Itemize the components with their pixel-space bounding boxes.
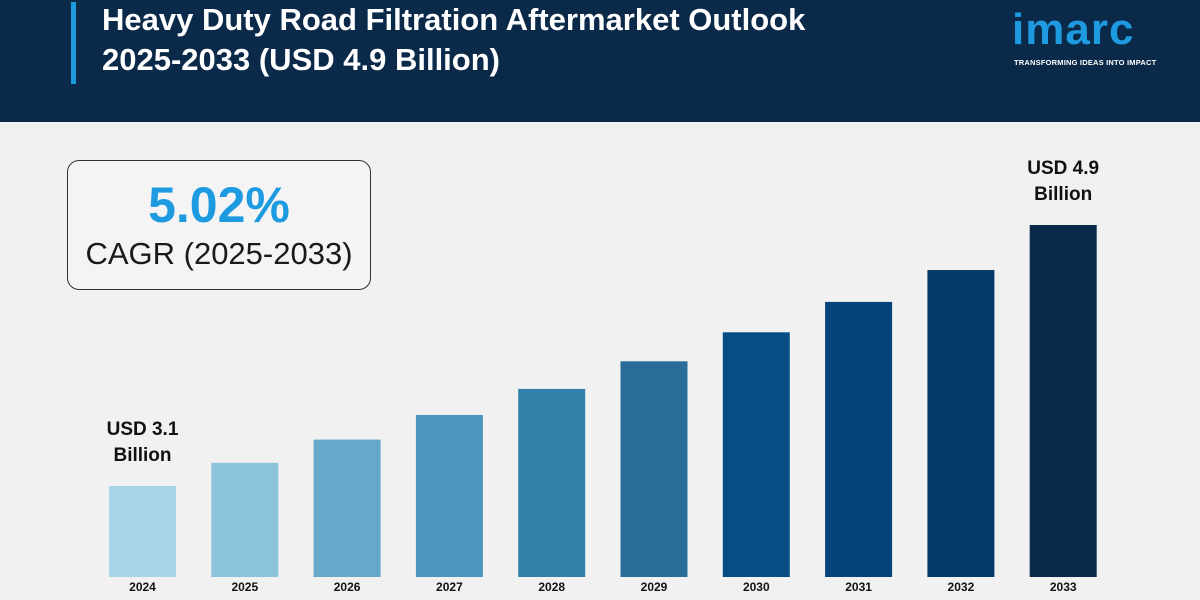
- accent-bar: [71, 2, 76, 84]
- x-tick-2027: 2027: [436, 580, 463, 594]
- bar-2029: [620, 361, 688, 577]
- logo-tagline: TRANSFORMING IDEAS INTO IMPACT: [1014, 58, 1157, 67]
- x-tick-2025: 2025: [231, 580, 258, 594]
- bar-2028: [518, 388, 586, 577]
- header-banner: Heavy Duty Road Filtration Aftermarket O…: [0, 0, 1200, 122]
- data-label-2024-line2: Billion: [113, 445, 171, 466]
- x-tick-2024: 2024: [129, 580, 156, 594]
- imarc-logo: imarc TRANSFORMING IDEAS INTO IMPACT: [1012, 6, 1172, 76]
- page-title: Heavy Duty Road Filtration Aftermarket O…: [102, 0, 962, 80]
- bar-2031: [825, 301, 893, 577]
- title-line-2: 2025-2033 (USD 4.9 Billion): [102, 42, 500, 77]
- bar-2032: [927, 270, 995, 577]
- cagr-box: 5.02% CAGR (2025-2033): [67, 160, 371, 290]
- cagr-value: 5.02%: [148, 177, 290, 233]
- data-label-2024-line1: USD 3.1: [107, 419, 179, 440]
- x-tick-2031: 2031: [845, 580, 872, 594]
- data-label-2033-line2: Billion: [1034, 184, 1092, 205]
- bar-2027: [415, 415, 483, 577]
- x-tick-2026: 2026: [334, 580, 361, 594]
- bar-2030: [722, 332, 790, 577]
- x-tick-2030: 2030: [743, 580, 770, 594]
- x-tick-2032: 2032: [948, 580, 975, 594]
- bar-2026: [313, 439, 381, 577]
- x-tick-2033: 2033: [1050, 580, 1077, 594]
- bar-2033: [1029, 225, 1097, 577]
- logo-wordmark: imarc: [1012, 5, 1135, 54]
- title-line-1: Heavy Duty Road Filtration Aftermarket O…: [102, 2, 806, 37]
- bar-2025: [211, 462, 279, 577]
- x-tick-2028: 2028: [538, 580, 565, 594]
- x-tick-2029: 2029: [641, 580, 668, 594]
- bar-2024: [109, 486, 176, 577]
- data-label-2033-line1: USD 4.9: [1027, 158, 1099, 179]
- cagr-label: CAGR (2025-2033): [85, 236, 353, 271]
